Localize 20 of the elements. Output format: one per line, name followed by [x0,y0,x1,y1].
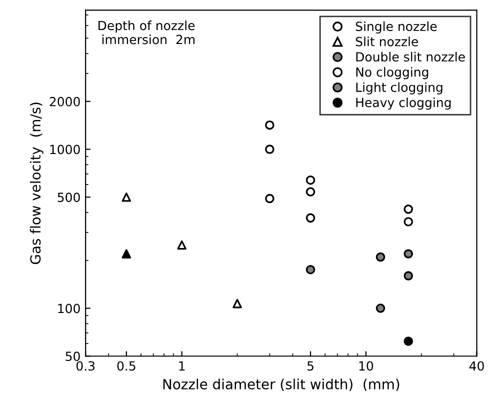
annotation: Depth of nozzle immersion 2m [98,20,195,44]
y-tick-label: 50 [66,352,80,362]
y-axis-title: Gas flow velocity (m/s) [30,102,44,264]
legend-label: No clogging [356,67,428,80]
legend-label: Heavy clogging [356,98,451,110]
x-tick-label: 10 [359,361,374,371]
legend-label: Double slit nozzle [356,52,465,62]
legend-label: Slit nozzle [356,36,418,46]
x-tick-label: 5 [308,361,314,371]
legend-label: Light clogging [356,82,442,94]
legend-label: Single nozzle [356,21,437,34]
x-tick-label: 0.5 [117,361,136,371]
y-tick-label: 1000 [50,144,80,154]
y-tick-label: 500 [58,192,80,202]
x-axis-title: Nozzle diameter (slit width) (mm) [163,378,400,392]
x-tick-label: 0.3 [76,361,95,371]
y-tick-label: 100 [58,304,80,314]
x-tick-label: 40 [469,361,484,371]
x-tick-label: 1 [179,361,185,370]
y-tick-label: 2000 [50,96,80,106]
